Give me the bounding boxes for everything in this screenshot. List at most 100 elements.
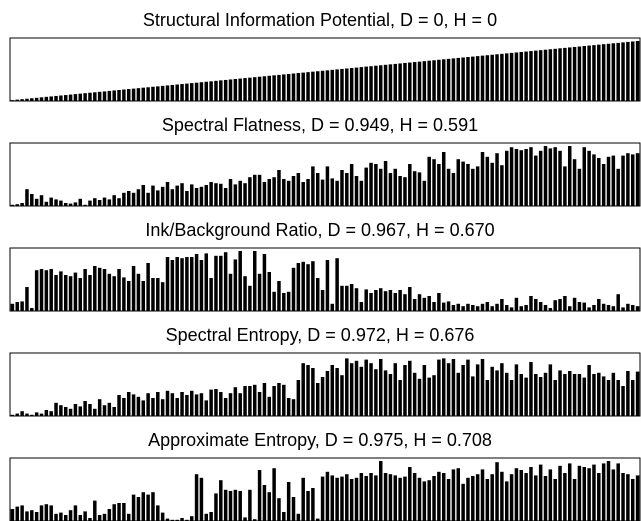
bar-0-82: [408, 62, 412, 101]
bar-2-15: [83, 269, 87, 311]
bar-0-21: [112, 90, 116, 101]
bar-1-8: [49, 197, 53, 206]
bar-0-60: [301, 72, 305, 101]
bar-3-68: [340, 375, 344, 416]
bar-3-109: [538, 377, 543, 416]
bar-0-114: [563, 47, 567, 101]
bar-1-94: [466, 164, 470, 206]
bar-3-37: [189, 390, 194, 416]
bar-4-78: [388, 474, 393, 521]
bar-2-49: [248, 285, 252, 311]
bar-2-85: [422, 297, 427, 311]
bar-0-34: [175, 84, 179, 101]
bar-2-111: [548, 308, 553, 311]
bar-4-98: [485, 479, 490, 521]
bar-3-6: [39, 413, 44, 416]
bar-1-53: [267, 179, 272, 206]
bar-4-62: [311, 488, 315, 521]
chart-title-spectral-flatness: Spectral Flatness, D = 0.949, H = 0.591: [162, 115, 478, 135]
bar-4-0: [10, 509, 15, 521]
bar-0-29: [151, 86, 155, 101]
bar-2-83: [412, 299, 417, 311]
bar-3-33: [170, 393, 175, 416]
bar-2-82: [408, 287, 412, 311]
bar-1-91: [451, 173, 456, 206]
bar-0-96: [475, 56, 480, 101]
bar-4-41: [209, 512, 213, 521]
bar-4-77: [383, 473, 388, 521]
bar-0-11: [63, 95, 68, 101]
bar-4-14: [78, 515, 83, 521]
bar-3-89: [441, 358, 446, 416]
bar-3-99: [490, 366, 494, 416]
bar-3-90: [446, 363, 451, 416]
bar-1-96: [475, 166, 480, 206]
bar-2-17: [93, 266, 97, 311]
bar-4-70: [349, 479, 354, 521]
bar-4-36: [185, 519, 189, 521]
bar-4-94: [466, 477, 470, 521]
bar-1-6: [39, 195, 44, 206]
bar-3-104: [514, 364, 519, 416]
bar-0-10: [59, 95, 63, 101]
bar-0-51: [257, 76, 262, 101]
bar-3-82: [408, 360, 412, 416]
bar-1-69: [345, 173, 349, 206]
bar-4-71: [354, 477, 359, 521]
bar-1-5: [34, 198, 39, 206]
bar-2-54: [272, 291, 276, 311]
bar-1-36: [185, 191, 189, 206]
bar-1-93: [461, 161, 465, 206]
bar-2-22: [117, 269, 121, 311]
bar-3-8: [49, 411, 53, 416]
bar-2-28: [146, 263, 150, 311]
bar-0-117: [577, 46, 582, 101]
bar-4-129: [635, 475, 640, 521]
bar-0-74: [369, 66, 373, 101]
bar-3-97: [480, 359, 485, 416]
bar-4-76: [378, 461, 383, 521]
bar-3-93: [461, 365, 465, 416]
bar-0-88: [437, 59, 441, 101]
bar-0-28: [146, 87, 150, 101]
bar-1-77: [383, 161, 388, 206]
bar-1-110: [543, 146, 548, 206]
bar-4-53: [267, 492, 272, 521]
bar-4-5: [34, 512, 39, 521]
bar-3-5: [34, 412, 39, 416]
bar-3-34: [175, 398, 179, 416]
bar-0-126: [621, 42, 625, 101]
bar-2-43: [219, 255, 223, 311]
bar-0-49: [248, 77, 252, 101]
bar-1-95: [471, 168, 475, 206]
bar-1-20: [107, 199, 112, 206]
bar-3-120: [592, 374, 596, 416]
bar-2-91: [451, 305, 456, 311]
bar-2-12: [68, 276, 73, 311]
bar-3-40: [204, 400, 209, 416]
bar-3-129: [635, 371, 640, 416]
bar-0-37: [189, 83, 194, 101]
bar-2-63: [315, 278, 320, 311]
bar-0-42: [214, 80, 218, 101]
bar-4-84: [417, 477, 422, 521]
bar-0-16: [88, 92, 92, 101]
bar-4-21: [112, 504, 116, 521]
bar-4-25: [131, 494, 136, 521]
bar-4-60: [301, 477, 305, 521]
bar-4-91: [451, 469, 456, 521]
bar-2-35: [180, 258, 184, 311]
bar-1-51: [257, 174, 262, 206]
bar-1-124: [611, 155, 616, 206]
bar-4-32: [165, 518, 170, 521]
bar-2-30: [156, 278, 160, 311]
bar-3-35: [180, 392, 184, 416]
bar-0-83: [412, 62, 417, 101]
bar-4-11: [63, 515, 68, 521]
bar-2-32: [165, 257, 170, 311]
bar-3-24: [126, 392, 131, 416]
bar-0-107: [529, 51, 533, 101]
bar-4-1: [15, 506, 20, 521]
bar-1-15: [83, 204, 87, 206]
bar-0-57: [286, 74, 291, 101]
